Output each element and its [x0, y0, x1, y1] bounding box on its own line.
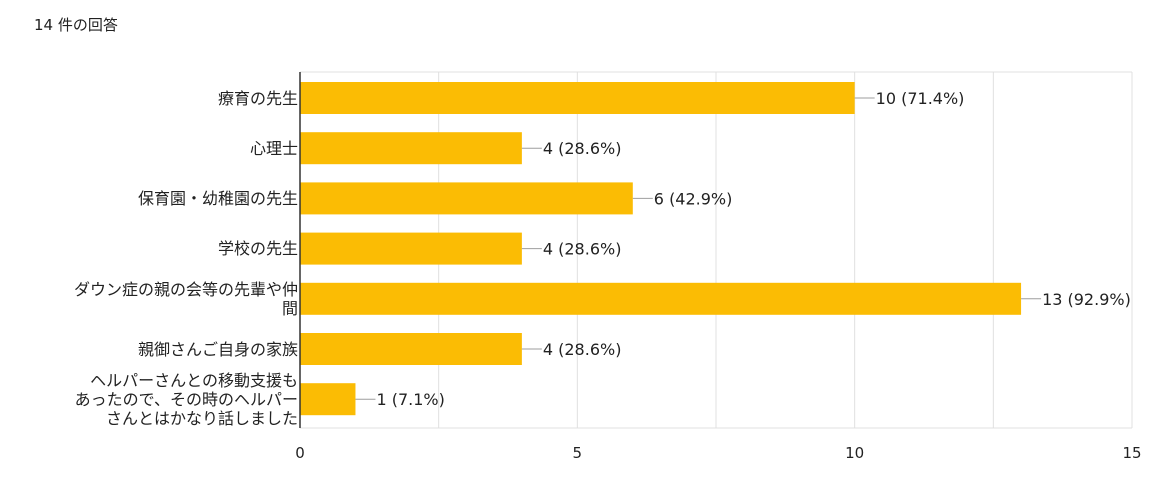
category-label: 療育の先生 [218, 89, 298, 108]
category-label-line: ヘルパーさんとの移動支援も [90, 370, 298, 390]
category-label-line: 親御さんご自身の家族 [137, 339, 298, 359]
x-tick-label: 10 [845, 444, 864, 462]
value-label: 4 (28.6%) [543, 340, 622, 359]
value-labels: 10 (71.4%) 4 (28.6%) 6 (42.9%) 4 (28.6%) 13 … [355, 89, 1131, 409]
category-label-line: 心理士 [249, 138, 298, 158]
value-label: 4 (28.6%) [543, 139, 622, 158]
category-label-line: あったので、その時のヘルパー [74, 389, 298, 409]
category-label-line: ダウン症の親の会等の先輩や仲 [73, 279, 298, 299]
category-label-line: 保育園・幼稚園の先生 [137, 188, 298, 208]
category-label: 学校の先生 [218, 239, 298, 258]
bar [300, 333, 522, 365]
bar [300, 132, 522, 165]
value-label: 1 (7.1%) [376, 390, 444, 409]
response-count: 14 件の回答 [34, 16, 118, 34]
category-label-line: 間 [281, 298, 298, 318]
bar [300, 182, 633, 215]
axes: 0 5 10 15 [295, 72, 1142, 462]
x-tick-label: 5 [573, 444, 583, 462]
category-label: 保育園・幼稚園の先生 [138, 189, 298, 208]
value-label: 6 (42.9%) [654, 189, 733, 208]
category-label-line: 療育の先生 [217, 88, 298, 108]
category-label: ヘルパーさんとの移動支援も あったので、その時のヘルパー さんとはかなり話しました [75, 371, 298, 428]
category-label: 心理士 [250, 139, 298, 158]
bar [300, 383, 356, 416]
bars [300, 82, 1022, 416]
category-label-line: さんとはかなり話しました [105, 408, 298, 428]
category-label: 親御さんご自身の家族 [138, 340, 298, 359]
value-label: 4 (28.6%) [543, 240, 622, 259]
bar [300, 82, 855, 114]
value-label: 10 (71.4%) [876, 89, 965, 108]
bar [300, 232, 522, 265]
value-label: 13 (92.9%) [1042, 290, 1131, 309]
category-label: ダウン症の親の会等の先輩や仲間 [74, 280, 298, 318]
bar [300, 282, 1022, 315]
x-tick-label: 15 [1122, 444, 1141, 462]
category-label-line: 学校の先生 [217, 239, 298, 259]
x-tick-label: 0 [295, 444, 305, 462]
